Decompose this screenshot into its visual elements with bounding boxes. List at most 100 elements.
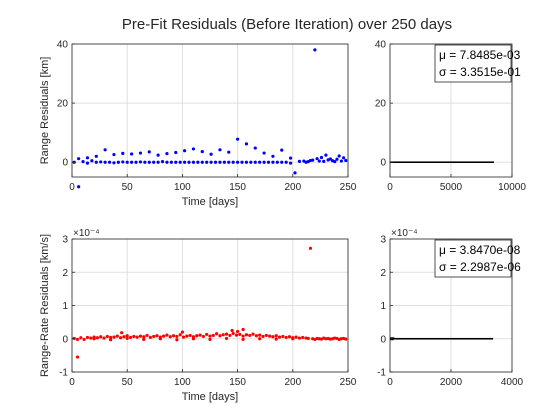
rate-scatter-point: [201, 334, 205, 339]
rate-scatter-point: [175, 334, 179, 339]
rate-scatter-point: [241, 334, 245, 338]
range-scatter-point: [121, 151, 125, 155]
rate-hist-legend-box: [434, 239, 512, 278]
range-scatter-point: [138, 151, 143, 155]
rate-scatter-point: [85, 335, 90, 340]
rate-hist-bar-0: [390, 337, 494, 340]
range-scatter-point: [333, 160, 337, 164]
range-scatter-point: [218, 160, 222, 164]
rate-scatter-point: [152, 334, 156, 339]
rate-scatter-point: [148, 335, 152, 340]
rate-scatter-point: [284, 335, 288, 340]
range-scatter-point: [209, 160, 213, 164]
rate-scatter-point: [165, 333, 169, 337]
range-scatter-xtick-label-5: 250: [340, 182, 357, 193]
rate-scatter-point: [132, 334, 136, 339]
rate-scatter-point: [180, 330, 184, 334]
rate-scatter-point: [228, 333, 232, 338]
rate-hist-ytick-label-4: 3: [380, 235, 386, 246]
rate-scatter-point: [274, 334, 278, 338]
range-scatter-point: [280, 148, 284, 152]
range-scatter-point: [94, 154, 98, 158]
range-scatter-xlabel: Time [days]: [182, 196, 238, 208]
range-scatter-point: [315, 157, 319, 161]
rate-scatter-point: [344, 337, 348, 341]
range-scatter-point: [227, 160, 231, 164]
range-scatter-xtick-label-1: 50: [122, 182, 134, 193]
rate-scatter-point: [142, 337, 146, 342]
range-scatter-ytick-label-2: 40: [57, 40, 69, 51]
range-hist-legend-box: [434, 44, 512, 83]
range-scatter-point: [344, 158, 348, 163]
rate-scatter-point: [291, 337, 295, 341]
range-scatter-ytick-label-1: 20: [57, 99, 69, 110]
range-scatter-point: [77, 157, 81, 161]
rate-scatter-point: [112, 335, 116, 339]
rate-scatter-point: [274, 337, 278, 341]
rate-scatter-ytick-label-1: 0: [62, 334, 68, 345]
range-scatter-point: [244, 142, 249, 146]
rate-scatter-point: [102, 336, 106, 340]
rate-scatter-point: [241, 337, 245, 342]
rate-scatter-point: [261, 334, 265, 339]
rate-scatter-point: [168, 335, 172, 339]
range-scatter-plot-area: [72, 44, 348, 177]
rate-scatter-point: [95, 336, 99, 340]
rate-scatter-point: [125, 336, 129, 341]
rate-hist-xtick-label-2: 4000: [501, 377, 524, 388]
rate-scatter-point: [118, 336, 123, 340]
range-scatter-point: [90, 159, 94, 163]
rate-scatter-xtick-label-4: 200: [284, 377, 301, 388]
rate-scatter-point: [191, 337, 196, 341]
rate-scatter-point: [271, 335, 275, 339]
range-scatter-point: [103, 160, 107, 164]
range-scatter-point: [313, 48, 317, 52]
rate-scatter-point: [306, 336, 310, 341]
rate-hist-ytick-label-0: -1: [377, 368, 386, 379]
range-scatter-point: [191, 160, 196, 164]
range-scatter-point: [174, 150, 178, 155]
range-hist-ytick-label-2: 40: [375, 40, 387, 51]
range-scatter-point: [183, 149, 187, 153]
rate-scatter-xlabel: Time [days]: [182, 391, 238, 403]
rate-scatter-xtick-label-5: 250: [340, 377, 357, 388]
range-scatter-point: [337, 154, 341, 158]
range-scatter-xtick-label-2: 100: [174, 182, 191, 193]
rate-scatter-point: [287, 335, 292, 339]
rate-hist-xtick-label-1: 2000: [440, 377, 463, 388]
range-scatter-point: [293, 171, 297, 175]
rate-scatter-ytick-label-2: 1: [62, 301, 68, 312]
rate-scatter-point: [185, 334, 189, 338]
range-scatter-xtick-label-3: 150: [229, 182, 246, 193]
rate-scatter-point: [241, 327, 245, 332]
range-hist-legend-sigma: σ = 3.3515e-01: [439, 65, 521, 79]
rate-scatter-point: [236, 329, 240, 334]
rate-scatter-point: [234, 333, 239, 337]
range-scatter-point: [275, 160, 279, 164]
rate-scatter-point: [75, 355, 80, 359]
range-scatter-point: [116, 160, 120, 164]
rate-scatter-point: [198, 333, 202, 337]
rate-hist-bar-2: [390, 338, 394, 341]
rate-hist-legend-sigma: σ = 2.2987e-06: [439, 260, 521, 274]
range-hist-bar-0: [390, 161, 494, 164]
range-scatter-point: [143, 160, 147, 164]
rate-hist-bar-1: [390, 337, 395, 339]
rate-scatter-ytick-label-0: -1: [59, 368, 68, 379]
range-scatter-point: [183, 160, 187, 164]
range-scatter-point: [187, 160, 191, 164]
rate-scatter-point: [248, 333, 252, 338]
range-scatter-point: [288, 156, 293, 160]
figure-title: Pre-Fit Residuals (Before Iteration) ove…: [122, 16, 452, 33]
rate-scatter-point: [178, 333, 182, 337]
rate-scatter-point: [308, 246, 313, 250]
range-scatter-point: [99, 160, 103, 164]
range-scatter-point: [262, 160, 266, 164]
range-scatter-point: [236, 160, 240, 164]
rate-scatter-point: [109, 335, 113, 340]
range-scatter-point: [125, 160, 129, 164]
range-scatter-point: [152, 160, 156, 164]
range-scatter-point: [147, 150, 151, 154]
range-scatter-point: [156, 160, 160, 164]
